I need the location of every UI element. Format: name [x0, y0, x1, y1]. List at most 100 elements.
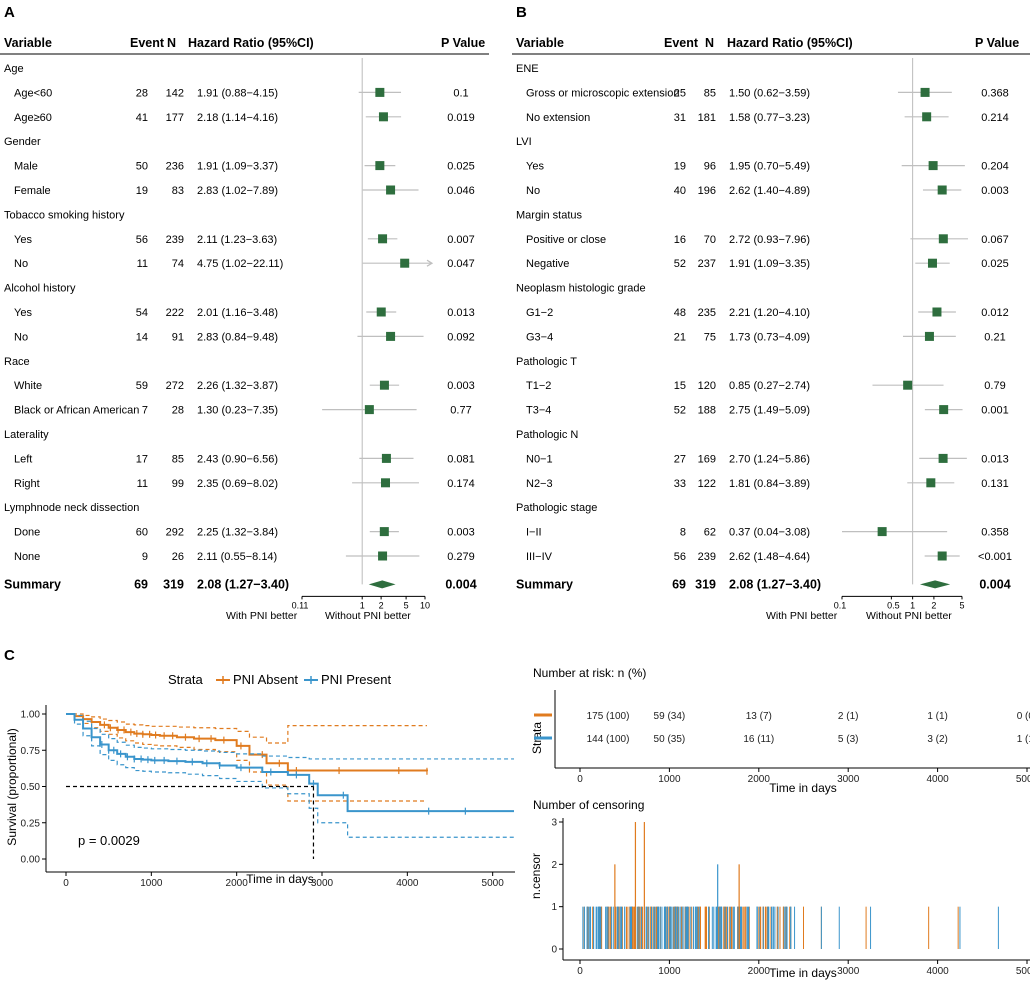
- km-ci-lower-present: [66, 713, 514, 838]
- header-n: N: [705, 36, 714, 50]
- censor-y-label: n.censor: [529, 853, 543, 899]
- forest-tick-label: 0.11: [292, 600, 309, 610]
- risk-cell: 144 (100): [587, 734, 630, 745]
- group-label: Pathologic stage: [516, 502, 597, 514]
- summary-diamond: [368, 580, 396, 589]
- row-event: 60: [136, 527, 148, 539]
- row-p: 0.79: [984, 380, 1005, 392]
- km-curve-absent: [66, 713, 428, 772]
- hr-box: [920, 87, 930, 97]
- hr-box: [938, 453, 948, 463]
- row-event: 14: [136, 331, 148, 343]
- risk-cell: 59 (34): [654, 711, 686, 722]
- row-n: 83: [172, 185, 184, 197]
- censor-x-tick-label: 5000: [1016, 966, 1030, 977]
- row-label: White: [14, 380, 42, 392]
- row-label: Gross or microscopic extension: [526, 87, 679, 99]
- row-n: 122: [698, 478, 716, 490]
- row-n: 239: [166, 234, 184, 246]
- row-hr: 2.01 (1.16−3.48): [197, 307, 278, 319]
- km-x-label: Time in days: [246, 872, 314, 886]
- censor-y-tick-label: 1: [551, 902, 557, 913]
- row-p: 0.77: [450, 405, 471, 417]
- row-p: 0.067: [981, 234, 1009, 246]
- km-x-tick-label: 2000: [226, 878, 249, 889]
- row-event: 15: [674, 380, 686, 392]
- row-n: 196: [698, 185, 716, 197]
- row-label: Age<60: [14, 87, 52, 99]
- header-variable: Variable: [516, 36, 564, 50]
- row-n: 272: [166, 380, 184, 392]
- row-event: 25: [674, 87, 686, 99]
- km-x-tick-label: 4000: [396, 878, 419, 889]
- footer-left-label: With PNI better: [766, 610, 838, 622]
- row-hr: 2.75 (1.49−5.09): [729, 405, 810, 417]
- censor-y-tick-label: 3: [551, 818, 557, 829]
- row-label: Yes: [14, 234, 32, 246]
- row-n: 75: [704, 331, 716, 343]
- group-label: Margin status: [516, 209, 583, 221]
- row-label: No: [14, 331, 28, 343]
- hr-box: [386, 185, 396, 195]
- row-label: III−IV: [526, 551, 553, 563]
- row-n: 96: [704, 161, 716, 173]
- km-y-tick-label: 0.00: [21, 855, 41, 866]
- header-p-value: P Value: [441, 36, 485, 50]
- row-p: 0.214: [981, 112, 1009, 124]
- forest-tick-label: 0.5: [887, 600, 900, 610]
- row-n: 142: [166, 87, 184, 99]
- row-label: N2−3: [526, 478, 553, 490]
- panel-label-c: C: [4, 647, 15, 664]
- row-n: 169: [698, 453, 716, 465]
- row-event: 11: [137, 258, 148, 270]
- row-hr: 2.18 (1.14−4.16): [197, 112, 278, 124]
- risk-x-tick-label: 3000: [837, 774, 860, 785]
- row-n: 120: [698, 380, 716, 392]
- row-p: 0.046: [447, 185, 475, 197]
- hr-box: [379, 527, 389, 537]
- row-event: 17: [136, 453, 148, 465]
- hr-box: [937, 185, 947, 195]
- row-event: 8: [680, 527, 686, 539]
- row-n: 70: [704, 234, 716, 246]
- risk-cell: 5 (3): [838, 734, 859, 745]
- row-hr: 2.62 (1.48−4.64): [729, 551, 810, 563]
- row-event: 33: [674, 478, 686, 490]
- hr-box: [378, 234, 388, 244]
- row-label: G3−4: [526, 331, 553, 343]
- hr-box: [379, 380, 389, 390]
- km-y-tick-label: 0.50: [21, 782, 41, 793]
- group-label: Gender: [4, 136, 41, 148]
- row-p: 0.131: [981, 478, 1009, 490]
- group-label: Alcohol history: [4, 283, 76, 295]
- censor-x-label: Time in days: [769, 966, 837, 980]
- row-event: 54: [136, 307, 148, 319]
- km-x-tick-label: 1000: [140, 878, 163, 889]
- group-label: Laterality: [4, 429, 49, 441]
- ci-arrow: [426, 259, 434, 267]
- row-p: 0.1: [453, 87, 468, 99]
- row-label: T1−2: [526, 380, 551, 392]
- risk-cell: 13 (7): [746, 711, 772, 722]
- risk-cell: 1 (1): [927, 711, 948, 722]
- group-label: Pathologic T: [516, 356, 577, 368]
- footer-left-label: With PNI better: [226, 610, 298, 622]
- row-label: N0−1: [526, 453, 553, 465]
- km-y-tick-label: 0.75: [21, 746, 41, 757]
- row-n: 292: [166, 527, 184, 539]
- header-n: N: [167, 36, 176, 50]
- group-label: Race: [4, 356, 30, 368]
- row-label: Done: [14, 527, 40, 539]
- km-legend: Strata PNI Absent PNI Present: [168, 672, 391, 687]
- legend-title: Strata: [168, 672, 203, 687]
- risk-x-tick-label: 2000: [748, 774, 771, 785]
- row-label: Male: [14, 161, 38, 173]
- risk-cell: 3 (2): [927, 734, 948, 745]
- row-event: 19: [674, 161, 686, 173]
- forest-tick-label: 1: [910, 600, 915, 610]
- summary-hr: 2.08 (1.27−3.40): [729, 577, 821, 591]
- row-n: 85: [172, 453, 184, 465]
- row-hr: 2.83 (1.02−7.89): [197, 185, 278, 197]
